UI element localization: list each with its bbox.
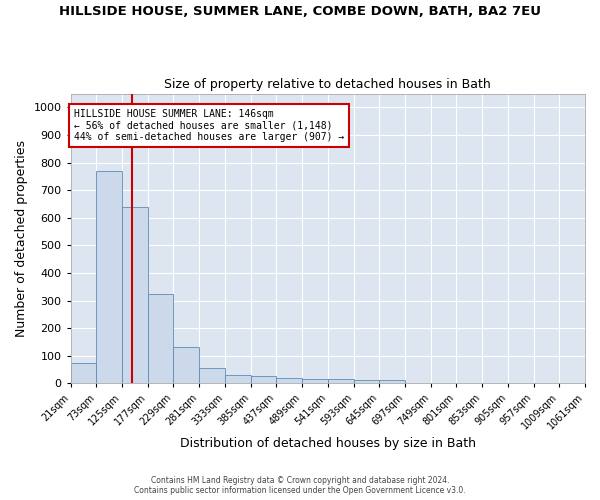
Bar bbox=[97, 171, 122, 384]
Text: HILLSIDE HOUSE SUMMER LANE: 146sqm
← 56% of detached houses are smaller (1,148)
: HILLSIDE HOUSE SUMMER LANE: 146sqm ← 56%… bbox=[74, 108, 344, 142]
Bar bbox=[302, 379, 328, 384]
Bar bbox=[225, 375, 251, 384]
Title: Size of property relative to detached houses in Bath: Size of property relative to detached ho… bbox=[164, 78, 491, 91]
Bar bbox=[148, 294, 173, 384]
Bar bbox=[277, 378, 302, 384]
Bar bbox=[173, 348, 199, 384]
Bar bbox=[199, 368, 225, 384]
X-axis label: Distribution of detached houses by size in Bath: Distribution of detached houses by size … bbox=[180, 437, 476, 450]
Bar bbox=[122, 206, 148, 384]
Y-axis label: Number of detached properties: Number of detached properties bbox=[15, 140, 28, 337]
Text: Contains HM Land Registry data © Crown copyright and database right 2024.
Contai: Contains HM Land Registry data © Crown c… bbox=[134, 476, 466, 495]
Text: HILLSIDE HOUSE, SUMMER LANE, COMBE DOWN, BATH, BA2 7EU: HILLSIDE HOUSE, SUMMER LANE, COMBE DOWN,… bbox=[59, 5, 541, 18]
Bar bbox=[251, 376, 277, 384]
Bar bbox=[71, 362, 97, 384]
Bar bbox=[379, 380, 405, 384]
Bar bbox=[353, 380, 379, 384]
Bar bbox=[328, 379, 353, 384]
